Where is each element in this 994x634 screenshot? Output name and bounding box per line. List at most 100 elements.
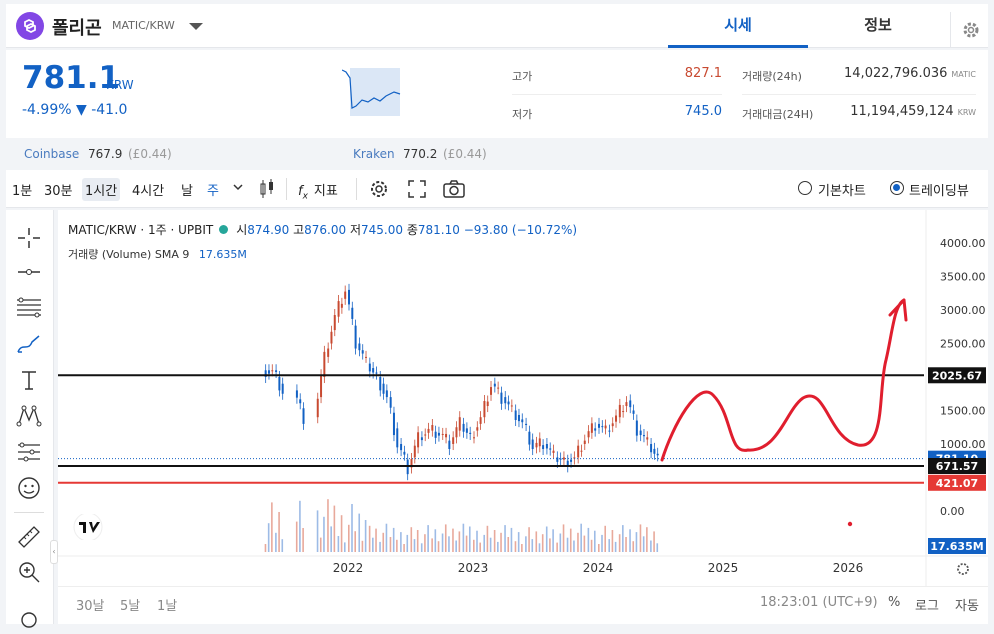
volume-bar: [452, 528, 454, 552]
volume-bar: [580, 523, 582, 552]
candlestick: [580, 450, 583, 452]
candlestick-icon[interactable]: [258, 178, 276, 204]
legend-high-label: 고: [293, 223, 305, 237]
volume-bar: [278, 512, 280, 552]
candlestick: [521, 419, 524, 423]
horizontal-line-icon[interactable]: [14, 258, 44, 286]
volume-bar: [517, 532, 520, 552]
candlestick: [379, 377, 382, 391]
candlestick: [538, 438, 541, 447]
coin-name[interactable]: 폴리곤: [52, 18, 102, 39]
low-value: 745.0: [684, 104, 722, 119]
x-tick-label: 2023: [458, 561, 489, 575]
volume-bar: [382, 532, 385, 552]
volume-bar: [535, 531, 538, 552]
forecast-tool-icon[interactable]: [14, 438, 44, 466]
collapse-toolbar-button[interactable]: ‹: [50, 540, 58, 564]
volume-bar: [406, 534, 409, 552]
forecast-drawing: [660, 298, 908, 462]
y-tick-label: 4000.00: [940, 237, 986, 250]
volume-bar: [479, 542, 481, 552]
volume-bar: [410, 527, 413, 552]
candlestick: [264, 370, 267, 377]
basic-chart-label[interactable]: 기본차트: [818, 184, 866, 199]
legend-low: 745.00: [361, 223, 403, 237]
zoom-in-icon[interactable]: [14, 558, 44, 586]
scale-log[interactable]: 로그: [915, 599, 939, 614]
volume-bar: [569, 528, 572, 552]
volume-bar: [541, 534, 544, 552]
volume-bar: [340, 515, 343, 552]
range-1d[interactable]: 1날: [157, 599, 178, 614]
fullscreen-icon[interactable]: [406, 178, 428, 204]
candlestick: [497, 387, 500, 389]
settings-icon[interactable]: [368, 178, 390, 204]
chevron-down-icon[interactable]: [232, 180, 244, 198]
range-5d[interactable]: 5날: [120, 599, 141, 614]
chart-canvas[interactable]: 4000.00 3500.00 3000.00 2500.00 1500.00 1000.…: [58, 210, 988, 586]
price-unit: KRW: [106, 78, 134, 92]
indicators-button[interactable]: fx 지표: [298, 180, 338, 202]
candlestick: [594, 428, 597, 431]
pattern-tool-icon[interactable]: [14, 402, 44, 430]
volume-bar: [327, 499, 329, 552]
camera-icon[interactable]: [442, 178, 466, 204]
range-30d[interactable]: 30날: [76, 599, 105, 614]
crosshair-icon[interactable]: [14, 224, 44, 252]
high-label: 고가: [512, 70, 533, 83]
volume-bar: [323, 516, 325, 552]
interval-week[interactable]: 주: [207, 184, 219, 199]
interval-1h[interactable]: 1시간: [82, 178, 121, 201]
volume-bar: [493, 530, 496, 552]
volume-bar: [299, 500, 301, 552]
basic-chart-radio[interactable]: [798, 181, 812, 195]
candlestick: [476, 427, 479, 431]
volume-bar: [375, 528, 377, 552]
tradingview-logo[interactable]: [72, 512, 104, 542]
scale-percent[interactable]: %: [888, 595, 901, 610]
volume-bar: [267, 523, 270, 552]
candlestick: [479, 417, 482, 424]
scale-auto[interactable]: 자동: [955, 599, 979, 614]
candlestick: [535, 442, 538, 448]
candlestick: [278, 377, 281, 391]
candlestick: [448, 440, 451, 450]
price-change: -4.99% ▼ -41.0: [22, 102, 127, 118]
fib-channel-icon[interactable]: [14, 294, 44, 322]
candlestick: [372, 368, 375, 373]
tradingview-label[interactable]: 트레이딩뷰: [909, 184, 969, 199]
brush-icon[interactable]: [14, 330, 44, 358]
candlestick: [424, 434, 427, 436]
volume-bar: [333, 505, 336, 552]
volume-bar: [608, 539, 611, 552]
interval-day[interactable]: 날: [181, 184, 193, 199]
volume-bar: [379, 541, 381, 552]
ruler-icon[interactable]: [14, 522, 44, 550]
annotation-dot: [847, 521, 853, 527]
candlestick: [281, 383, 284, 394]
exchange-coinbase-name[interactable]: Coinbase: [24, 147, 80, 161]
gear-icon[interactable]: [950, 12, 988, 48]
chevron-down-icon[interactable]: [189, 23, 203, 30]
volume-bar: [424, 534, 426, 552]
interval-1m[interactable]: 1분: [12, 184, 33, 199]
chart-toolbar: 1분 30분 1시간 4시간 날 주 fx 지표 기본차트 트레이딩뷰: [6, 170, 988, 208]
interval-4h[interactable]: 4시간: [132, 184, 165, 199]
tab-price[interactable]: 시세: [668, 4, 808, 48]
price-chart[interactable]: MATIC/KRW · 1주 · UPBIT 시874.90 고876.00 저7…: [58, 210, 988, 586]
volume-bar: [552, 529, 554, 552]
volume-unit: MATIC: [951, 70, 976, 79]
candlestick: [403, 451, 406, 455]
tab-info[interactable]: 정보: [864, 16, 892, 34]
volume-bar: [354, 531, 356, 552]
candlestick: [556, 457, 559, 462]
volume-bar: [295, 521, 298, 552]
tradingview-radio[interactable]: [890, 181, 904, 195]
exchange-kraken-name[interactable]: Kraken: [353, 147, 395, 161]
text-tool-icon[interactable]: [14, 366, 44, 394]
candlestick: [299, 399, 302, 404]
magnet-icon[interactable]: [14, 606, 44, 634]
interval-30m[interactable]: 30분: [44, 184, 73, 199]
emoji-icon[interactable]: [14, 474, 44, 502]
candlestick: [333, 315, 336, 331]
